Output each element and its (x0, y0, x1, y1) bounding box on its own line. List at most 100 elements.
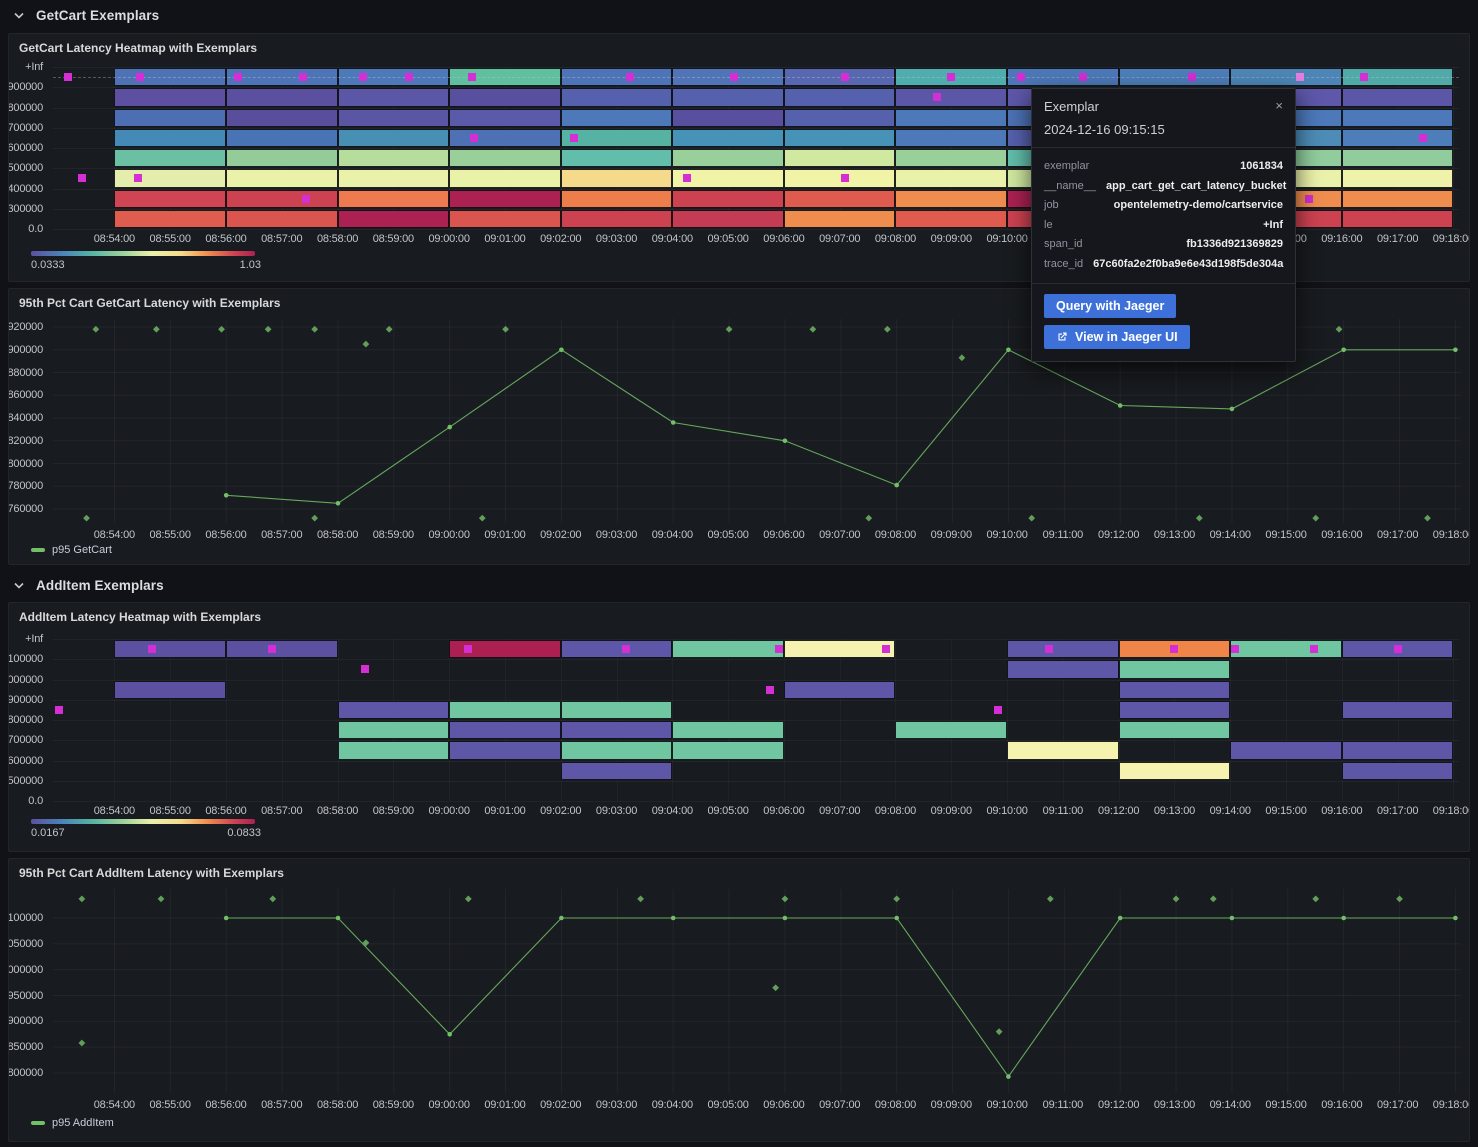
heatmap-cell[interactable] (1341, 169, 1454, 188)
heatmap-cell[interactable] (1118, 721, 1231, 740)
heatmap-cell[interactable] (225, 169, 338, 188)
heatmap-cell[interactable] (783, 88, 896, 107)
heatmap-cell[interactable] (225, 128, 338, 147)
exemplar-marker[interactable] (147, 645, 156, 654)
heatmap-cell[interactable] (337, 108, 450, 127)
heatmap-cell[interactable] (895, 108, 1008, 127)
heatmap-cell[interactable] (1230, 640, 1342, 659)
heatmap-cell[interactable] (225, 149, 338, 168)
exemplar-marker[interactable] (301, 194, 310, 203)
heatmap-cell[interactable] (672, 189, 784, 208)
heatmap-cell[interactable] (337, 88, 450, 107)
heatmap-cell[interactable] (783, 169, 896, 188)
heatmap-cell[interactable] (895, 128, 1008, 147)
heatmap-cell[interactable] (114, 108, 226, 127)
exemplar-marker[interactable] (569, 133, 578, 142)
heatmap-cell[interactable] (672, 209, 784, 228)
heatmap-cell[interactable] (783, 680, 896, 699)
heatmap-cell[interactable] (1118, 68, 1231, 87)
heatmap-cell[interactable] (560, 128, 673, 147)
heatmap-cell[interactable] (449, 721, 561, 740)
heatmap-cell[interactable] (225, 68, 338, 87)
heatmap-cell[interactable] (783, 149, 896, 168)
heatmap-cell[interactable] (1341, 761, 1454, 780)
heatmap-cell[interactable] (114, 209, 226, 228)
exemplar-marker[interactable] (626, 73, 635, 82)
query-with-jaeger-button[interactable]: Query with Jaeger (1044, 294, 1177, 318)
heatmap-cell[interactable] (114, 169, 226, 188)
exemplar-marker[interactable] (882, 645, 891, 654)
heatmap-cell[interactable] (895, 189, 1008, 208)
heatmap-cell[interactable] (337, 700, 450, 719)
heatmap-cell[interactable] (560, 189, 673, 208)
exemplar-marker[interactable] (470, 133, 479, 142)
exemplar-marker[interactable] (1017, 73, 1026, 82)
exemplar-marker[interactable] (358, 73, 367, 82)
heatmap-cell[interactable] (895, 169, 1008, 188)
exemplar-marker[interactable] (468, 73, 477, 82)
heatmap-cell[interactable] (337, 721, 450, 740)
heatmap-cell[interactable] (114, 680, 226, 699)
view-in-jaeger-ui-button[interactable]: View in Jaeger UI (1044, 325, 1190, 349)
heatmap-cell[interactable] (449, 189, 561, 208)
heatmap-cell[interactable] (1341, 700, 1454, 719)
heatmap-cell[interactable] (672, 741, 784, 760)
heatmap-cell[interactable] (1230, 68, 1342, 87)
heatmap-cell[interactable] (114, 149, 226, 168)
heatmap-cell[interactable] (1118, 660, 1231, 679)
exemplar-marker[interactable] (77, 174, 86, 183)
heatmap-cell[interactable] (672, 721, 784, 740)
exemplar-marker[interactable] (1418, 133, 1427, 142)
heatmap-cell[interactable] (449, 209, 561, 228)
heatmap-cell[interactable] (114, 68, 226, 87)
heatmap-cell[interactable] (1341, 88, 1454, 107)
heatmap-cell[interactable] (225, 640, 338, 659)
exemplar-marker[interactable] (1309, 645, 1318, 654)
heatmap-cell[interactable] (560, 169, 673, 188)
heatmap-cell[interactable] (1341, 128, 1454, 147)
exemplar-marker[interactable] (361, 665, 370, 674)
heatmap-cell[interactable] (337, 68, 450, 87)
heatmap-cell[interactable] (783, 189, 896, 208)
series-legend[interactable]: p95 AddItem (31, 1117, 114, 1129)
heatmap-cell[interactable] (672, 149, 784, 168)
heatmap-cell[interactable] (1341, 189, 1454, 208)
exemplar-marker[interactable] (299, 73, 308, 82)
heatmap-cell[interactable] (1341, 209, 1454, 228)
heatmap-cell[interactable] (895, 721, 1008, 740)
heatmap-cell[interactable] (225, 189, 338, 208)
heatmap-cell[interactable] (783, 68, 896, 87)
exemplar-marker[interactable] (775, 645, 784, 654)
heatmap-cell[interactable] (337, 169, 450, 188)
exemplar-marker[interactable] (841, 174, 850, 183)
heatmap-cell[interactable] (114, 128, 226, 147)
heatmap-cell[interactable] (449, 700, 561, 719)
section-header-getcart[interactable]: GetCart Exemplars (0, 2, 1478, 28)
heatmap-cell[interactable] (1118, 700, 1231, 719)
heatmap-cell[interactable] (560, 721, 673, 740)
heatmap-cell[interactable] (560, 88, 673, 107)
heatmap-cell[interactable] (225, 209, 338, 228)
heatmap-cell[interactable] (449, 149, 561, 168)
heatmap-cell[interactable] (449, 741, 561, 760)
exemplar-marker[interactable] (1393, 645, 1402, 654)
exemplar-marker[interactable] (1170, 645, 1179, 654)
heatmap-cell[interactable] (225, 88, 338, 107)
exemplar-marker[interactable] (1305, 194, 1314, 203)
exemplar-marker[interactable] (1360, 73, 1369, 82)
exemplar-marker[interactable] (234, 73, 243, 82)
heatmap-cell[interactable] (672, 169, 784, 188)
exemplar-marker[interactable] (841, 73, 850, 82)
heatmap-cell[interactable] (560, 741, 673, 760)
heatmap-cell[interactable] (672, 108, 784, 127)
heatmap-cell[interactable] (337, 128, 450, 147)
heatmap-cell[interactable] (1230, 741, 1342, 760)
heatmap-cell[interactable] (1007, 741, 1119, 760)
heatmap-cell[interactable] (560, 700, 673, 719)
exemplar-marker[interactable] (1188, 73, 1197, 82)
exemplar-marker[interactable] (947, 73, 956, 82)
heatmap-cell[interactable] (783, 108, 896, 127)
exemplar-marker[interactable] (133, 174, 142, 183)
exemplar-marker[interactable] (63, 73, 72, 82)
heatmap-cell[interactable] (560, 761, 673, 780)
